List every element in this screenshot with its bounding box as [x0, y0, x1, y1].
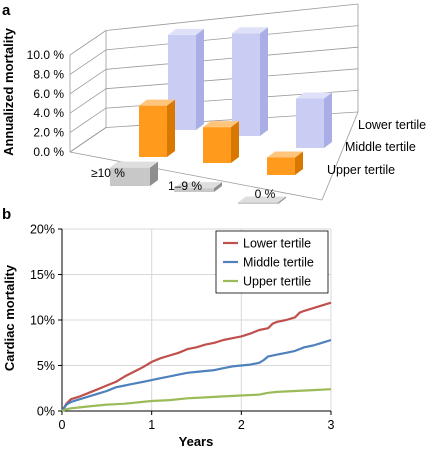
bar-front-1-0	[139, 105, 167, 157]
y-tick-label: 8.0 %	[33, 67, 64, 81]
bar-front-0-1	[232, 33, 260, 137]
bar-top-2-0	[110, 161, 158, 168]
bar-front-2-1	[174, 188, 214, 192]
bar-front-2-2	[238, 202, 278, 204]
bar-front-1-2	[267, 157, 295, 175]
y-tick-label: 4.0 %	[33, 106, 64, 120]
floor-front-edge	[69, 151, 323, 201]
panel-b-series-lines	[61, 301, 332, 413]
bar-side-2-2	[278, 196, 286, 204]
legend-label: Middle tertile	[243, 256, 314, 270]
bar-side-1-0	[167, 99, 175, 157]
bar-side-2-1	[214, 182, 222, 192]
side-gridline	[69, 68, 107, 95]
y-tick-label: 15%	[30, 268, 55, 282]
y-tick-label: 10%	[30, 314, 55, 328]
x-tick-label: 0	[59, 418, 66, 432]
middle-tertile-line	[61, 338, 332, 412]
legend-label: Upper tertile	[243, 275, 311, 289]
y-tick-label: 0.0 %	[33, 145, 64, 159]
panel-b-ticks: 0% 5% 10% 15% 20% 0 1 2 3	[30, 223, 335, 433]
y-tick-label: 6.0 %	[33, 87, 64, 101]
bar-front-2-0	[110, 167, 150, 186]
panel-b-legend: Lower tertile Middle tertile Upper tertile	[215, 230, 329, 294]
floor-right-edge	[321, 111, 359, 201]
series-depth-label: Upper tertile	[327, 163, 395, 177]
panel-a-category-labels: ≥10 % 1–9 % 0 %	[91, 166, 276, 201]
bar-front-1-1	[203, 127, 231, 163]
bar-top-2-1	[174, 182, 222, 189]
series-depth-label: Lower tertile	[358, 118, 426, 132]
x-tick-label: 1	[148, 418, 155, 432]
lower-tertile-line	[61, 301, 332, 412]
panel-b-x-axis-label: Years	[179, 434, 214, 449]
y-tick-label: 10.0 %	[27, 48, 65, 62]
x-tick-label: 3	[328, 418, 335, 432]
series-depth-label: Middle tertile	[345, 140, 416, 154]
side-gridline	[69, 88, 107, 114]
panel-a-bars	[110, 27, 332, 204]
y-tick-label: 2.0 %	[33, 126, 64, 140]
floor-left-edge	[69, 127, 107, 153]
bar-side-0-2	[324, 92, 332, 148]
panel-a-label: a	[2, 2, 11, 19]
category-label: ≥10 %	[91, 166, 125, 180]
upper-tertile-line	[61, 388, 332, 413]
bar-top-0-1	[232, 27, 268, 34]
panel-a-y-axis-label: Annualized mortality	[1, 27, 16, 156]
bar-side-0-1	[260, 27, 268, 137]
bar-side-1-2	[295, 151, 303, 175]
bar-top-0-2	[296, 92, 332, 99]
bar-side-2-0	[150, 161, 158, 186]
x-tick-label: 2	[238, 418, 245, 432]
bar-side-0-0	[196, 28, 204, 130]
panel-a-depth-labels: Lower tertile Middle tertile Upper tertile	[327, 118, 426, 177]
panel-b-y-axis-label: Cardiac mortality	[2, 264, 17, 371]
legend-label: Lower tertile	[243, 237, 311, 251]
y-tick-label: 5%	[37, 359, 55, 373]
category-label: 0 %	[255, 187, 276, 201]
bar-top-1-2	[267, 151, 303, 158]
bar-side-1-1	[231, 121, 239, 163]
panel-b-label: b	[2, 206, 11, 223]
y-tick-label: 0%	[37, 405, 55, 419]
side-gridline	[69, 49, 107, 75]
panel-b: b 0% 5% 10% 15% 20% 0 1 2 3 Lower tertile Middle …	[2, 206, 335, 449]
panel-a-y-ticks: 0.0 % 2.0 % 4.0 % 6.0 % 8.0 % 10.0 %	[27, 48, 65, 159]
side-gridline	[69, 107, 107, 133]
bar-top-1-0	[139, 99, 175, 106]
y-tick-label: 20%	[30, 223, 55, 237]
bar-top-0-0	[168, 28, 204, 35]
panel-a: a 0.0 % 2.0 % 4.0 % 6.0 % 8.0 % 10.0 % ≥10 % 1…	[1, 2, 426, 204]
bar-top-2-2	[238, 196, 286, 203]
bar-top-1-1	[203, 121, 239, 128]
back-gridline	[105, 3, 359, 31]
bar-front-0-2	[296, 98, 324, 148]
category-label: 1–9 %	[168, 179, 202, 193]
side-gridline	[69, 30, 107, 56]
